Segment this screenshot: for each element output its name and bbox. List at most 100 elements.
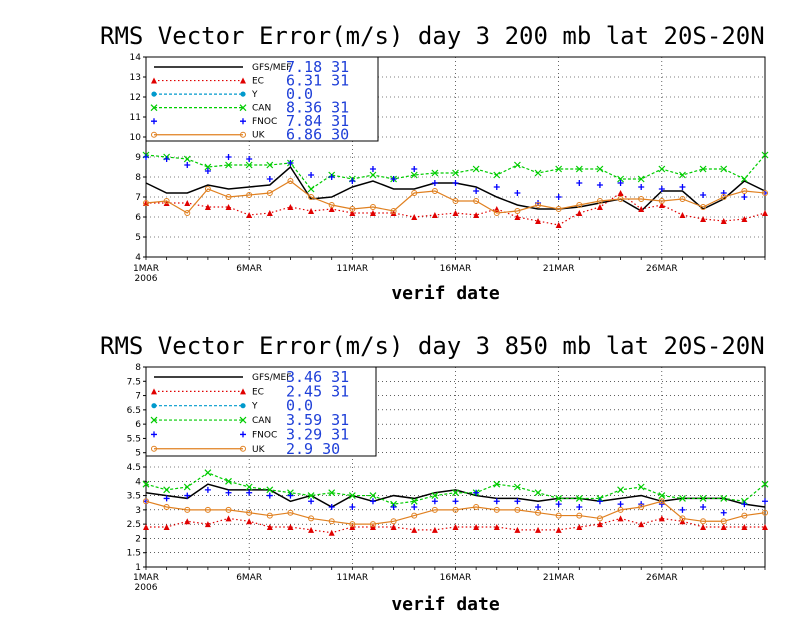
data-point	[287, 178, 294, 184]
series-ec	[143, 515, 768, 536]
data-point	[204, 168, 211, 174]
data-point	[287, 492, 294, 499]
data-point	[184, 506, 191, 513]
data-point	[576, 512, 583, 519]
y-tick-label: 7.5	[127, 377, 141, 387]
data-point	[555, 495, 563, 502]
data-point	[638, 196, 645, 202]
legend-marker	[239, 104, 247, 112]
data-point	[266, 190, 273, 196]
series-uk	[143, 178, 768, 216]
y-tick-label: 8	[135, 363, 141, 373]
data-point	[328, 174, 335, 180]
legend-label: UK	[252, 131, 266, 141]
legend-marker	[240, 91, 246, 97]
data-point	[328, 529, 335, 536]
data-point	[493, 184, 500, 190]
legend-marker	[151, 91, 157, 97]
data-point	[534, 489, 542, 497]
data-point	[534, 169, 542, 177]
data-point	[720, 194, 727, 200]
data-point	[163, 495, 170, 502]
x-tick-label: 11MAR	[337, 264, 369, 274]
data-point	[246, 192, 253, 198]
data-point	[390, 524, 397, 530]
legend-value: 0.0	[286, 397, 313, 415]
data-point	[596, 165, 604, 173]
y-tick-label: 3	[135, 506, 141, 516]
data-point	[308, 194, 315, 200]
data-point	[328, 489, 336, 497]
legend-value: 3.46 31	[286, 368, 349, 386]
data-point	[473, 504, 480, 510]
data-point	[390, 208, 397, 214]
legend-value: 7.18 31	[286, 58, 349, 76]
data-point	[576, 504, 583, 510]
data-point	[184, 200, 191, 206]
data-point	[535, 526, 542, 533]
data-point	[411, 526, 418, 533]
data-point	[452, 524, 459, 530]
data-point	[617, 190, 624, 196]
x-tick-label: 16MAR	[440, 264, 472, 274]
data-point	[700, 216, 707, 222]
data-point	[204, 521, 211, 528]
data-point	[183, 483, 191, 491]
data-point	[411, 190, 418, 196]
data-point	[328, 518, 335, 525]
data-point	[617, 501, 624, 508]
data-point	[246, 212, 253, 218]
data-point	[741, 501, 748, 508]
data-point	[679, 171, 686, 179]
series-can	[142, 469, 769, 508]
data-point	[246, 518, 253, 525]
data-point	[308, 208, 315, 214]
data-point	[720, 495, 728, 502]
chart-panel-2: RMS Vector Error(m/s) day 3 850 mb lat 2…	[100, 332, 769, 615]
legend-value: 6.86 30	[286, 126, 349, 144]
data-point	[535, 509, 542, 516]
data-point	[762, 190, 768, 196]
y-tick-label: 3.5	[127, 492, 141, 502]
data-point	[410, 497, 418, 505]
legend-marker	[150, 104, 158, 112]
data-point	[658, 186, 665, 192]
legend-marker	[151, 445, 157, 452]
data-point	[762, 498, 768, 505]
y-tick-label: 5.5	[127, 434, 141, 444]
data-point	[658, 492, 666, 499]
data-point	[741, 216, 748, 222]
data-point	[431, 169, 439, 177]
data-point	[163, 156, 170, 162]
x-tick-sublabel: 2006	[135, 274, 158, 284]
y-tick-label: 2	[135, 534, 141, 544]
data-point	[473, 524, 480, 530]
data-point	[452, 498, 459, 505]
data-point	[658, 498, 665, 505]
data-point	[638, 504, 645, 510]
data-point	[555, 206, 562, 212]
data-point	[266, 492, 273, 499]
data-point	[555, 512, 562, 519]
data-point	[431, 526, 438, 533]
data-point	[349, 210, 356, 216]
data-point	[700, 518, 707, 525]
data-point	[741, 194, 748, 200]
data-point	[266, 210, 273, 216]
data-point	[225, 154, 232, 160]
data-point	[431, 492, 439, 499]
data-point	[720, 518, 727, 525]
x-axis-label: verif date	[391, 283, 500, 304]
legend-label: UK	[252, 445, 266, 455]
data-point	[576, 202, 583, 208]
data-point	[473, 489, 480, 496]
data-point	[410, 171, 418, 179]
data-point	[762, 524, 768, 530]
data-point	[245, 161, 253, 169]
legend-marker	[240, 445, 246, 452]
legend-label: FNOC	[252, 430, 277, 440]
data-point	[246, 489, 253, 496]
data-point	[287, 524, 294, 530]
legend-value: 3.59 31	[286, 411, 349, 429]
